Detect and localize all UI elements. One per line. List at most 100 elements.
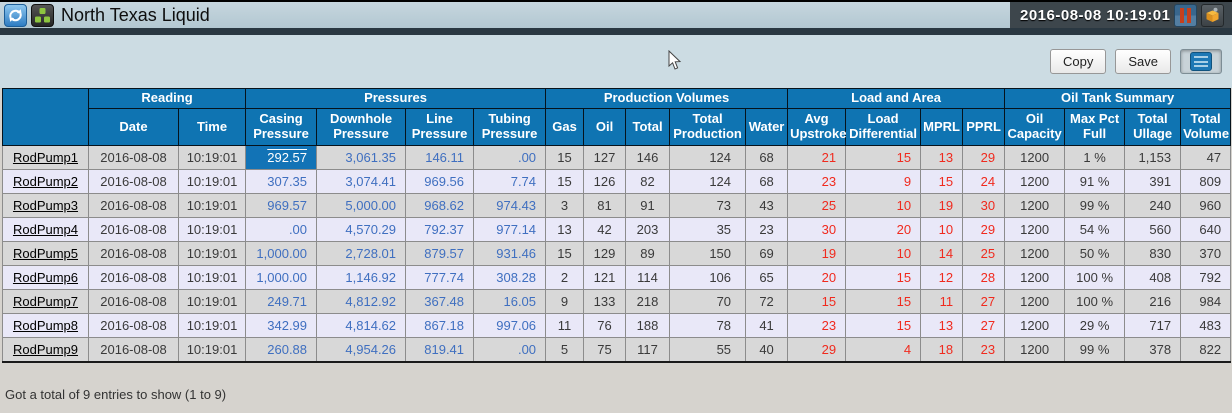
cell-total_production[interactable]: 150 — [669, 241, 747, 266]
cell-mprl[interactable]: 13 — [920, 313, 964, 338]
cell-total_ullage[interactable]: 830 — [1124, 241, 1182, 266]
cell-downhole[interactable]: 4,954.26 — [316, 337, 407, 362]
cell-gas[interactable]: 5 — [545, 337, 585, 362]
cell-max_pct_full[interactable]: 1 % — [1064, 145, 1126, 170]
cell-pprl[interactable]: 27 — [962, 289, 1006, 314]
cell-pprl[interactable]: 24 — [962, 169, 1006, 194]
cell-total_production[interactable]: 35 — [669, 217, 747, 242]
cell-load_differential[interactable]: 15 — [845, 289, 922, 314]
cell-casing[interactable]: .00 — [245, 217, 318, 242]
pump-link[interactable]: RodPump5 — [12, 246, 79, 261]
cell-name[interactable]: RodPump5 — [2, 241, 89, 266]
cell-tubing[interactable]: 997.06 — [473, 313, 547, 338]
cell-water[interactable]: 68 — [745, 169, 789, 194]
cell-max_pct_full[interactable]: 50 % — [1064, 241, 1126, 266]
pump-link[interactable]: RodPump3 — [12, 198, 79, 213]
bar-chart-icon[interactable] — [1174, 3, 1198, 27]
well-group-icon[interactable] — [31, 3, 54, 27]
cell-casing[interactable]: 1,000.00 — [245, 241, 318, 266]
cell-line[interactable]: 367.48 — [405, 289, 475, 314]
cell-water[interactable]: 68 — [745, 145, 789, 170]
cell-line[interactable]: 792.37 — [405, 217, 475, 242]
cell-total_ullage[interactable]: 717 — [1124, 313, 1182, 338]
cell-name[interactable]: RodPump1 — [2, 145, 89, 170]
cell-avg_upstroke[interactable]: 20 — [787, 265, 847, 290]
cell-date[interactable]: 2016-08-08 — [88, 337, 179, 362]
cell-time[interactable]: 10:19:01 — [177, 217, 247, 242]
cell-total[interactable]: 89 — [625, 241, 671, 266]
cell-tubing[interactable]: 7.74 — [473, 169, 547, 194]
cell-line[interactable]: 968.62 — [405, 193, 475, 218]
cell-max_pct_full[interactable]: 100 % — [1064, 265, 1126, 290]
cell-oil_capacity[interactable]: 1200 — [1004, 193, 1066, 218]
cell-line[interactable]: 969.56 — [405, 169, 475, 194]
cell-tubing[interactable]: 977.14 — [473, 217, 547, 242]
cell-date[interactable]: 2016-08-08 — [88, 265, 179, 290]
cell-avg_upstroke[interactable]: 19 — [787, 241, 847, 266]
cell-oil[interactable]: 121 — [583, 265, 627, 290]
cell-mprl[interactable]: 11 — [920, 289, 964, 314]
cell-total_ullage[interactable]: 391 — [1124, 169, 1182, 194]
copy-button[interactable]: Copy — [1050, 49, 1107, 74]
cell-tubing[interactable]: 931.46 — [473, 241, 547, 266]
package-icon[interactable] — [1201, 3, 1225, 27]
pump-link[interactable]: RodPump2 — [12, 174, 79, 189]
cell-oil[interactable]: 42 — [583, 217, 627, 242]
cell-water[interactable]: 41 — [745, 313, 789, 338]
cell-max_pct_full[interactable]: 54 % — [1064, 217, 1126, 242]
refresh-icon[interactable] — [4, 3, 27, 27]
cell-line[interactable]: 819.41 — [405, 337, 475, 362]
cell-mprl[interactable]: 13 — [920, 145, 964, 170]
cell-total_volume[interactable]: 809 — [1180, 169, 1232, 194]
cell-line[interactable]: 867.18 — [405, 313, 475, 338]
cell-total[interactable]: 146 — [625, 145, 671, 170]
cell-name[interactable]: RodPump9 — [2, 337, 89, 362]
cell-date[interactable]: 2016-08-08 — [88, 193, 179, 218]
cell-mprl[interactable]: 15 — [920, 169, 964, 194]
cell-gas[interactable]: 11 — [545, 313, 585, 338]
cell-total[interactable]: 114 — [625, 265, 671, 290]
cell-time[interactable]: 10:19:01 — [177, 289, 247, 314]
cell-oil_capacity[interactable]: 1200 — [1004, 337, 1066, 362]
cell-downhole[interactable]: 4,812.92 — [316, 289, 407, 314]
cell-load_differential[interactable]: 15 — [845, 313, 922, 338]
cell-date[interactable]: 2016-08-08 — [88, 169, 179, 194]
cell-casing[interactable]: 307.35 — [245, 169, 318, 194]
cell-avg_upstroke[interactable]: 15 — [787, 289, 847, 314]
cell-water[interactable]: 65 — [745, 265, 789, 290]
cell-total_volume[interactable]: 960 — [1180, 193, 1232, 218]
cell-date[interactable]: 2016-08-08 — [88, 217, 179, 242]
cell-max_pct_full[interactable]: 91 % — [1064, 169, 1126, 194]
cell-total_production[interactable]: 73 — [669, 193, 747, 218]
cell-total_production[interactable]: 70 — [669, 289, 747, 314]
cell-water[interactable]: 43 — [745, 193, 789, 218]
cell-oil[interactable]: 75 — [583, 337, 627, 362]
cell-casing[interactable]: 249.71 — [245, 289, 318, 314]
cell-load_differential[interactable]: 20 — [845, 217, 922, 242]
cell-total_ullage[interactable]: 378 — [1124, 337, 1182, 362]
cell-date[interactable]: 2016-08-08 — [88, 145, 179, 170]
cell-downhole[interactable]: 1,146.92 — [316, 265, 407, 290]
cell-oil[interactable]: 127 — [583, 145, 627, 170]
cell-time[interactable]: 10:19:01 — [177, 313, 247, 338]
cell-oil_capacity[interactable]: 1200 — [1004, 169, 1066, 194]
cell-total_ullage[interactable]: 216 — [1124, 289, 1182, 314]
cell-water[interactable]: 69 — [745, 241, 789, 266]
cell-casing[interactable]: 342.99 — [245, 313, 318, 338]
cell-gas[interactable]: 15 — [545, 241, 585, 266]
cell-mprl[interactable]: 10 — [920, 217, 964, 242]
cell-tubing[interactable]: 308.28 — [473, 265, 547, 290]
cell-oil_capacity[interactable]: 1200 — [1004, 313, 1066, 338]
cell-total[interactable]: 218 — [625, 289, 671, 314]
pump-link[interactable]: RodPump4 — [12, 222, 79, 237]
cell-total_volume[interactable]: 640 — [1180, 217, 1232, 242]
cell-oil_capacity[interactable]: 1200 — [1004, 289, 1066, 314]
pump-link[interactable]: RodPump7 — [12, 294, 79, 309]
cell-casing[interactable]: 260.88 — [245, 337, 318, 362]
cell-load_differential[interactable]: 10 — [845, 241, 922, 266]
cell-date[interactable]: 2016-08-08 — [88, 313, 179, 338]
cell-mprl[interactable]: 14 — [920, 241, 964, 266]
save-button[interactable]: Save — [1115, 49, 1171, 74]
cell-total_volume[interactable]: 370 — [1180, 241, 1232, 266]
cell-total_volume[interactable]: 792 — [1180, 265, 1232, 290]
